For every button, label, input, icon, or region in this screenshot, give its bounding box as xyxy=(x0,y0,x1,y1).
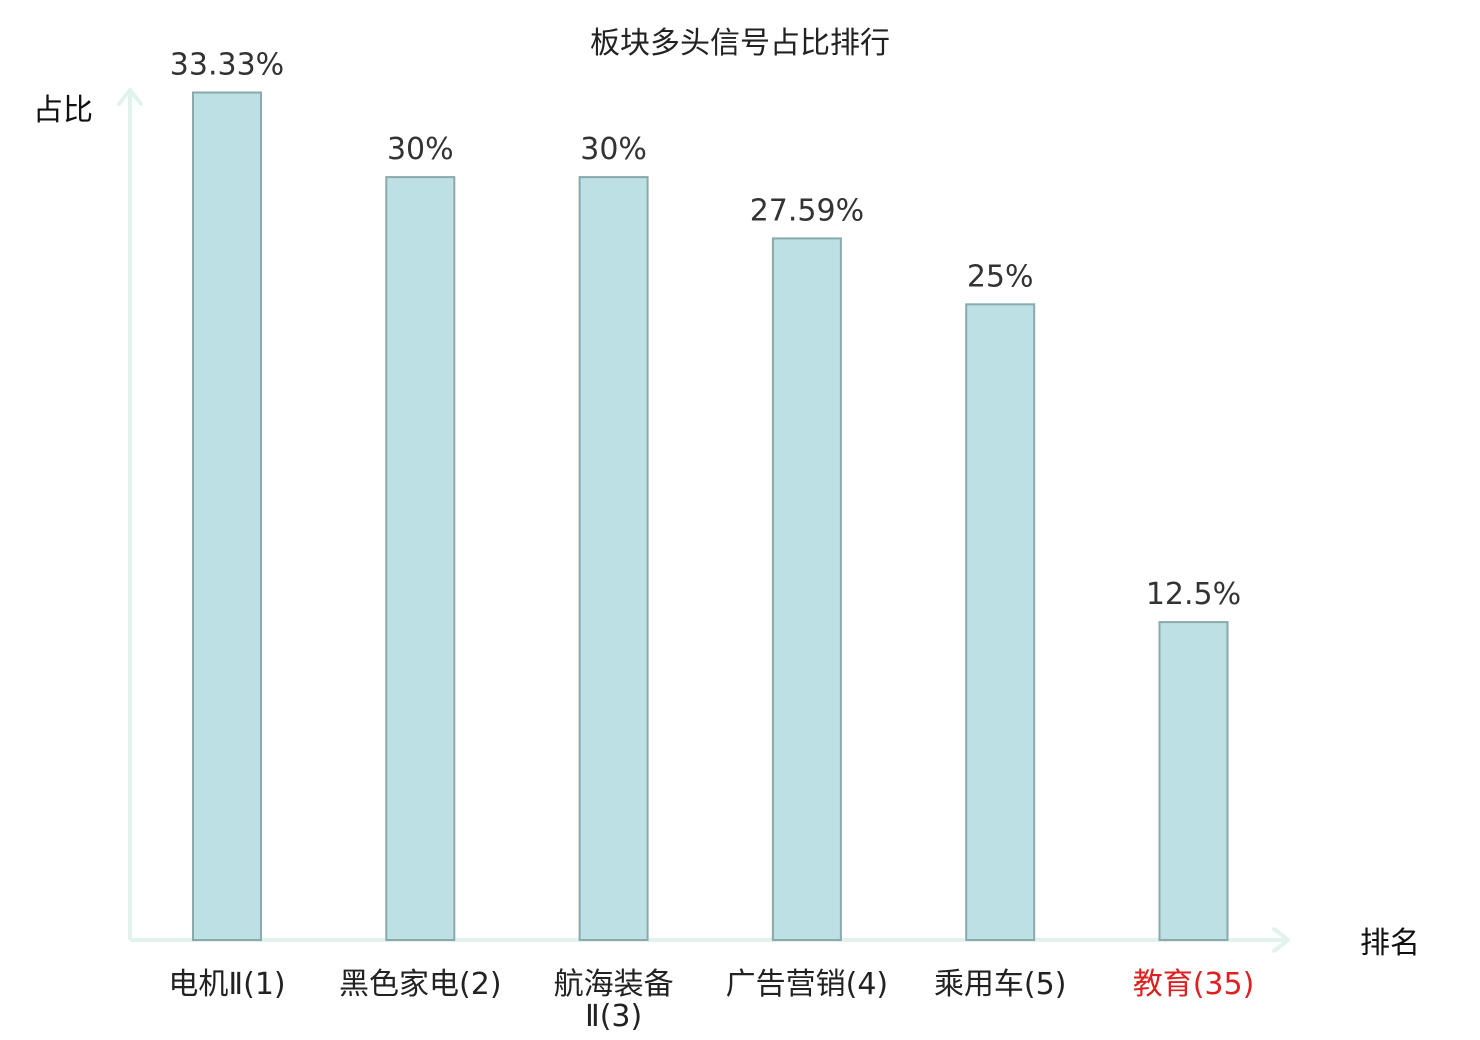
bar-3 xyxy=(578,176,649,942)
y-axis-arrow xyxy=(117,88,143,106)
y-axis-label: 占比 xyxy=(33,93,93,128)
category-label-3: 航海装备 Ⅱ(3) xyxy=(554,967,674,1034)
category-label-2: 黑色家电(2) xyxy=(339,967,502,1002)
bar-6 xyxy=(1158,621,1229,941)
category-label-1: 电机Ⅱ(1) xyxy=(168,967,285,1002)
bar-4 xyxy=(771,237,842,941)
chart-title: 板块多头信号占比排行 xyxy=(590,26,890,61)
category-label-4: 广告营销(4) xyxy=(726,967,889,1002)
value-label-1: 33.33% xyxy=(170,48,284,83)
category-labels: 电机Ⅱ(1) 黑色家电(2) 航海装备 Ⅱ(3) 广告营销(4) 乘用车(5) 教育(35) xyxy=(168,967,1254,1034)
value-label-6: 12.5% xyxy=(1146,577,1241,612)
value-label-2: 30% xyxy=(387,132,454,167)
value-label-5: 25% xyxy=(967,259,1034,294)
bars xyxy=(192,91,1229,942)
value-label-3: 30% xyxy=(580,132,647,167)
category-label-5: 乘用车(5) xyxy=(934,967,1067,1002)
x-axis-arrow xyxy=(1272,927,1290,953)
category-label-6: 教育(35) xyxy=(1133,967,1255,1002)
bar-1 xyxy=(192,91,262,941)
bar-5 xyxy=(965,303,1036,941)
value-labels: 33.33% 30% 30% 27.59% 25% 12.5% xyxy=(170,48,1241,613)
x-axis-label: 排名 xyxy=(1360,926,1420,961)
value-label-4: 27.59% xyxy=(750,193,864,228)
bar-2 xyxy=(385,176,456,942)
axes xyxy=(117,88,1290,953)
